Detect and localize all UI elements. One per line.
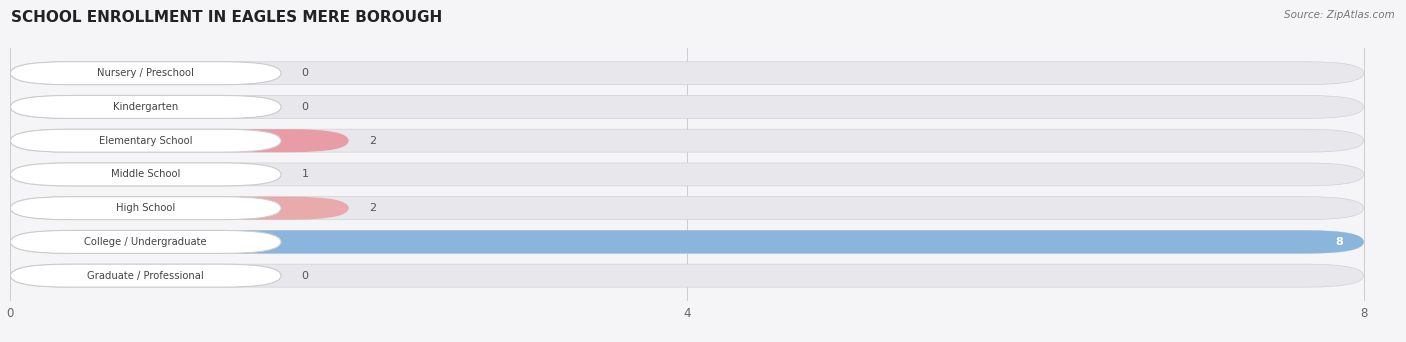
FancyBboxPatch shape	[10, 231, 281, 253]
FancyBboxPatch shape	[10, 62, 281, 85]
FancyBboxPatch shape	[10, 129, 1364, 152]
FancyBboxPatch shape	[10, 264, 281, 287]
Text: 2: 2	[368, 203, 377, 213]
Text: 0: 0	[301, 271, 308, 281]
FancyBboxPatch shape	[10, 62, 281, 85]
Text: SCHOOL ENROLLMENT IN EAGLES MERE BOROUGH: SCHOOL ENROLLMENT IN EAGLES MERE BOROUGH	[11, 10, 443, 25]
Text: Source: ZipAtlas.com: Source: ZipAtlas.com	[1284, 10, 1395, 20]
FancyBboxPatch shape	[10, 197, 1364, 220]
Text: 2: 2	[368, 136, 377, 146]
FancyBboxPatch shape	[10, 129, 281, 152]
Text: 0: 0	[301, 68, 308, 78]
Text: Nursery / Preschool: Nursery / Preschool	[97, 68, 194, 78]
Text: Elementary School: Elementary School	[98, 136, 193, 146]
FancyBboxPatch shape	[10, 163, 1364, 186]
Text: College / Undergraduate: College / Undergraduate	[84, 237, 207, 247]
FancyBboxPatch shape	[10, 95, 1364, 118]
FancyBboxPatch shape	[10, 163, 281, 186]
FancyBboxPatch shape	[10, 62, 1364, 85]
FancyBboxPatch shape	[10, 231, 1364, 253]
FancyBboxPatch shape	[10, 95, 281, 118]
FancyBboxPatch shape	[10, 129, 349, 152]
Text: 8: 8	[1336, 237, 1344, 247]
Text: Graduate / Professional: Graduate / Professional	[87, 271, 204, 281]
Text: 1: 1	[301, 169, 308, 180]
FancyBboxPatch shape	[10, 197, 349, 220]
FancyBboxPatch shape	[10, 163, 281, 186]
Text: Middle School: Middle School	[111, 169, 180, 180]
Text: High School: High School	[117, 203, 176, 213]
Text: Kindergarten: Kindergarten	[112, 102, 179, 112]
FancyBboxPatch shape	[10, 231, 1364, 253]
Text: 0: 0	[301, 102, 308, 112]
FancyBboxPatch shape	[10, 95, 281, 118]
FancyBboxPatch shape	[10, 264, 1364, 287]
FancyBboxPatch shape	[10, 264, 281, 287]
FancyBboxPatch shape	[10, 197, 281, 220]
